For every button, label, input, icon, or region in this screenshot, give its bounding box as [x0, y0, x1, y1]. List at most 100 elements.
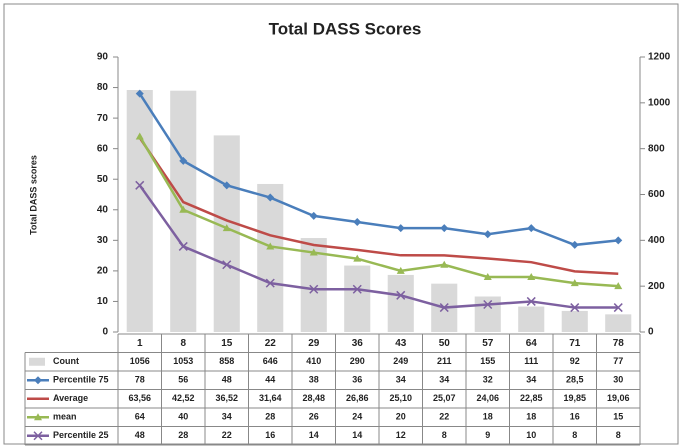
line-marker	[179, 205, 188, 213]
table-value: 1053	[173, 356, 193, 366]
line-marker	[439, 303, 449, 313]
line-marker	[266, 193, 275, 202]
table-value: 77	[613, 356, 623, 366]
x-tick-label: 22	[265, 338, 277, 349]
table-value: 20	[396, 412, 406, 422]
y-tick-label: 90	[97, 52, 109, 63]
line-marker	[483, 273, 492, 280]
x-tick-label: 43	[395, 338, 407, 349]
x-tick-label: 78	[613, 338, 625, 349]
line	[138, 137, 619, 276]
table-value: 34	[439, 375, 449, 385]
x-tick-label: 29	[308, 338, 320, 349]
y2-tick-label: 0	[648, 327, 654, 338]
table-value: 16	[265, 430, 275, 440]
line-marker	[614, 236, 623, 245]
line-marker	[440, 224, 449, 233]
legend-marker	[33, 431, 43, 441]
table-value: 16	[570, 412, 580, 422]
line-marker	[135, 180, 145, 190]
line-marker	[570, 279, 579, 287]
table-value: 36,52	[215, 393, 238, 403]
y-tick-label: 10	[97, 296, 109, 307]
line-marker	[483, 230, 492, 239]
table-value: 32	[483, 375, 493, 385]
line-marker	[179, 156, 188, 165]
y-tick-label: 0	[102, 327, 108, 338]
x-tick-label: 57	[482, 338, 494, 349]
table-value: 858	[219, 356, 234, 366]
table-value: 22	[222, 430, 232, 440]
table-value: 211	[437, 356, 452, 366]
line-marker	[309, 284, 319, 294]
table-value: 44	[265, 375, 275, 385]
table-value: 8	[616, 430, 621, 440]
table-value: 15	[613, 412, 623, 422]
bar	[561, 310, 588, 332]
line-marker	[570, 303, 580, 313]
table-value: 26	[309, 412, 319, 422]
x-tick-label: 1	[137, 338, 143, 349]
y2-tick-label: 1000	[648, 97, 671, 108]
table-value: 78	[135, 375, 145, 385]
table-value: 42,52	[172, 393, 195, 403]
legend-swatch	[29, 357, 45, 366]
table-value: 31,64	[259, 393, 282, 403]
x-tick-label: 8	[180, 338, 186, 349]
x-tick-label: 64	[526, 338, 538, 349]
bar	[344, 265, 371, 332]
table-value: 22,85	[520, 393, 543, 403]
table-value: 28,48	[302, 393, 325, 403]
y-tick-label: 40	[97, 204, 109, 215]
table-value: 14	[309, 430, 319, 440]
table-value: 40	[178, 412, 188, 422]
line-marker	[178, 241, 188, 251]
x-tick-label: 50	[439, 338, 451, 349]
y2-tick-label: 1200	[648, 52, 671, 63]
table-value: 24,06	[476, 393, 499, 403]
line-marker	[526, 296, 536, 306]
table-value: 25,10	[389, 393, 412, 403]
table-value: 14	[352, 430, 362, 440]
y2-tick-label: 800	[648, 143, 665, 154]
y-tick-label: 70	[97, 113, 109, 124]
y-axis-label: Total DASS scores	[28, 155, 38, 235]
table-value: 155	[480, 356, 495, 366]
legend-label: mean	[53, 412, 77, 422]
bar	[257, 183, 284, 332]
line-marker	[483, 299, 493, 310]
line-marker	[266, 242, 275, 250]
line-marker	[570, 240, 579, 249]
table-value: 34	[396, 375, 406, 385]
x-tick-label: 15	[221, 338, 233, 349]
line-marker	[396, 290, 406, 300]
line-marker	[396, 224, 405, 233]
y-tick-label: 20	[97, 266, 109, 277]
table-value: 28,5	[566, 375, 584, 385]
table-value: 24	[352, 412, 362, 422]
line	[138, 184, 619, 309]
y-tick-label: 80	[97, 82, 109, 93]
line-marker	[353, 254, 362, 262]
line-marker	[309, 211, 318, 220]
table-value: 19,85	[563, 393, 586, 403]
table-value: 34	[526, 375, 536, 385]
line	[138, 135, 619, 288]
table-value: 63,56	[128, 393, 151, 403]
table-value: 19,06	[607, 393, 630, 403]
legend-label: Percentile 75	[53, 375, 109, 385]
table-value: 249	[393, 356, 408, 366]
table-value: 18	[526, 412, 536, 422]
line-marker	[135, 89, 144, 98]
chart-title: Total DASS Scores	[269, 19, 422, 38]
y2-tick-label: 400	[648, 235, 665, 246]
table-value: 92	[570, 356, 580, 366]
line-marker	[527, 224, 536, 233]
table-value: 111	[524, 356, 538, 366]
table-value: 410	[306, 356, 321, 366]
line	[138, 92, 619, 247]
legend-marker	[34, 376, 42, 385]
line-marker	[309, 248, 318, 256]
line-marker	[396, 266, 405, 274]
